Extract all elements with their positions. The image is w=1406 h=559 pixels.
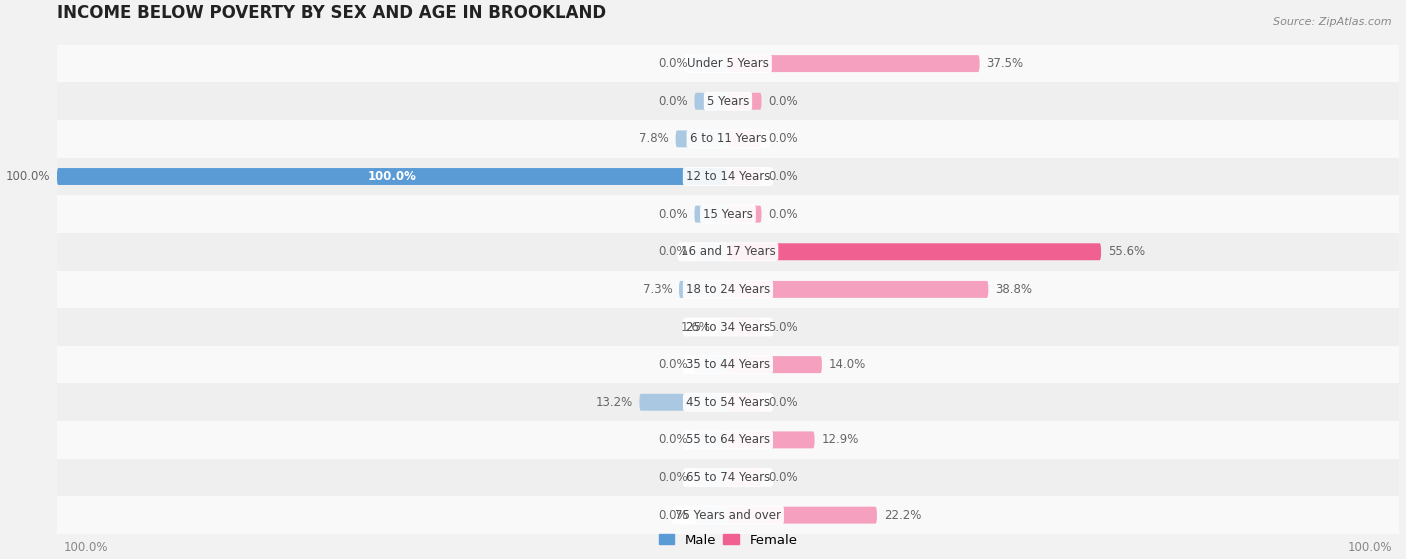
Text: 55.6%: 55.6% [1108,245,1144,258]
Text: 25 to 34 Years: 25 to 34 Years [686,320,770,334]
Text: Under 5 Years: Under 5 Years [688,57,769,70]
Text: Source: ZipAtlas.com: Source: ZipAtlas.com [1274,17,1392,27]
Text: 0.0%: 0.0% [658,245,688,258]
FancyBboxPatch shape [695,206,728,222]
Text: 0.0%: 0.0% [768,95,797,108]
FancyBboxPatch shape [56,383,1399,421]
Text: 0.0%: 0.0% [768,170,797,183]
FancyBboxPatch shape [728,319,762,335]
Text: INCOME BELOW POVERTY BY SEX AND AGE IN BROOKLAND: INCOME BELOW POVERTY BY SEX AND AGE IN B… [56,4,606,22]
FancyBboxPatch shape [695,356,728,373]
FancyBboxPatch shape [56,271,1399,308]
FancyBboxPatch shape [56,233,1399,271]
Text: 0.0%: 0.0% [658,57,688,70]
FancyBboxPatch shape [728,394,762,411]
FancyBboxPatch shape [728,356,823,373]
FancyBboxPatch shape [56,82,1399,120]
FancyBboxPatch shape [728,55,980,72]
FancyBboxPatch shape [695,469,728,486]
FancyBboxPatch shape [695,93,728,110]
FancyBboxPatch shape [728,432,814,448]
FancyBboxPatch shape [695,243,728,260]
FancyBboxPatch shape [695,506,728,524]
Text: 14.0%: 14.0% [828,358,866,371]
Text: 0.0%: 0.0% [658,471,688,484]
Text: 12 to 14 Years: 12 to 14 Years [686,170,770,183]
Text: 65 to 74 Years: 65 to 74 Years [686,471,770,484]
FancyBboxPatch shape [56,459,1399,496]
Text: 7.8%: 7.8% [640,132,669,145]
Text: 6 to 11 Years: 6 to 11 Years [689,132,766,145]
FancyBboxPatch shape [679,281,728,298]
Legend: Male, Female: Male, Female [654,528,803,552]
Text: 12.9%: 12.9% [821,433,859,447]
FancyBboxPatch shape [728,506,877,524]
Text: 0.0%: 0.0% [768,132,797,145]
Text: 22.2%: 22.2% [883,509,921,522]
FancyBboxPatch shape [56,120,1399,158]
FancyBboxPatch shape [56,346,1399,383]
Text: 0.0%: 0.0% [658,433,688,447]
FancyBboxPatch shape [56,421,1399,459]
Text: 0.0%: 0.0% [768,471,797,484]
Text: 0.0%: 0.0% [658,207,688,221]
FancyBboxPatch shape [728,168,762,185]
Text: 100.0%: 100.0% [63,541,108,553]
Text: 38.8%: 38.8% [995,283,1032,296]
Text: 1.6%: 1.6% [681,320,710,334]
FancyBboxPatch shape [56,308,1399,346]
Text: 13.2%: 13.2% [595,396,633,409]
FancyBboxPatch shape [640,394,728,411]
FancyBboxPatch shape [717,319,728,335]
Text: 0.0%: 0.0% [658,358,688,371]
Text: 0.0%: 0.0% [658,509,688,522]
Text: 0.0%: 0.0% [768,207,797,221]
Text: 15 Years: 15 Years [703,207,752,221]
Text: 37.5%: 37.5% [987,57,1024,70]
Text: 100.0%: 100.0% [1348,541,1392,553]
Text: 7.3%: 7.3% [643,283,672,296]
Text: 35 to 44 Years: 35 to 44 Years [686,358,770,371]
Text: 100.0%: 100.0% [6,170,51,183]
FancyBboxPatch shape [695,432,728,448]
Text: 5.0%: 5.0% [768,320,797,334]
FancyBboxPatch shape [56,168,728,185]
FancyBboxPatch shape [728,206,762,222]
Text: 5 Years: 5 Years [707,95,749,108]
FancyBboxPatch shape [56,158,1399,195]
FancyBboxPatch shape [56,496,1399,534]
FancyBboxPatch shape [728,243,1101,260]
Text: 55 to 64 Years: 55 to 64 Years [686,433,770,447]
FancyBboxPatch shape [56,45,1399,82]
Text: 0.0%: 0.0% [658,95,688,108]
FancyBboxPatch shape [728,93,762,110]
Text: 75 Years and over: 75 Years and over [675,509,780,522]
Text: 18 to 24 Years: 18 to 24 Years [686,283,770,296]
FancyBboxPatch shape [728,469,762,486]
FancyBboxPatch shape [695,55,728,72]
Text: 16 and 17 Years: 16 and 17 Years [681,245,775,258]
Text: 0.0%: 0.0% [768,396,797,409]
FancyBboxPatch shape [56,195,1399,233]
Text: 100.0%: 100.0% [368,170,416,183]
FancyBboxPatch shape [728,281,988,298]
Text: 45 to 54 Years: 45 to 54 Years [686,396,770,409]
FancyBboxPatch shape [728,130,762,148]
FancyBboxPatch shape [676,130,728,148]
